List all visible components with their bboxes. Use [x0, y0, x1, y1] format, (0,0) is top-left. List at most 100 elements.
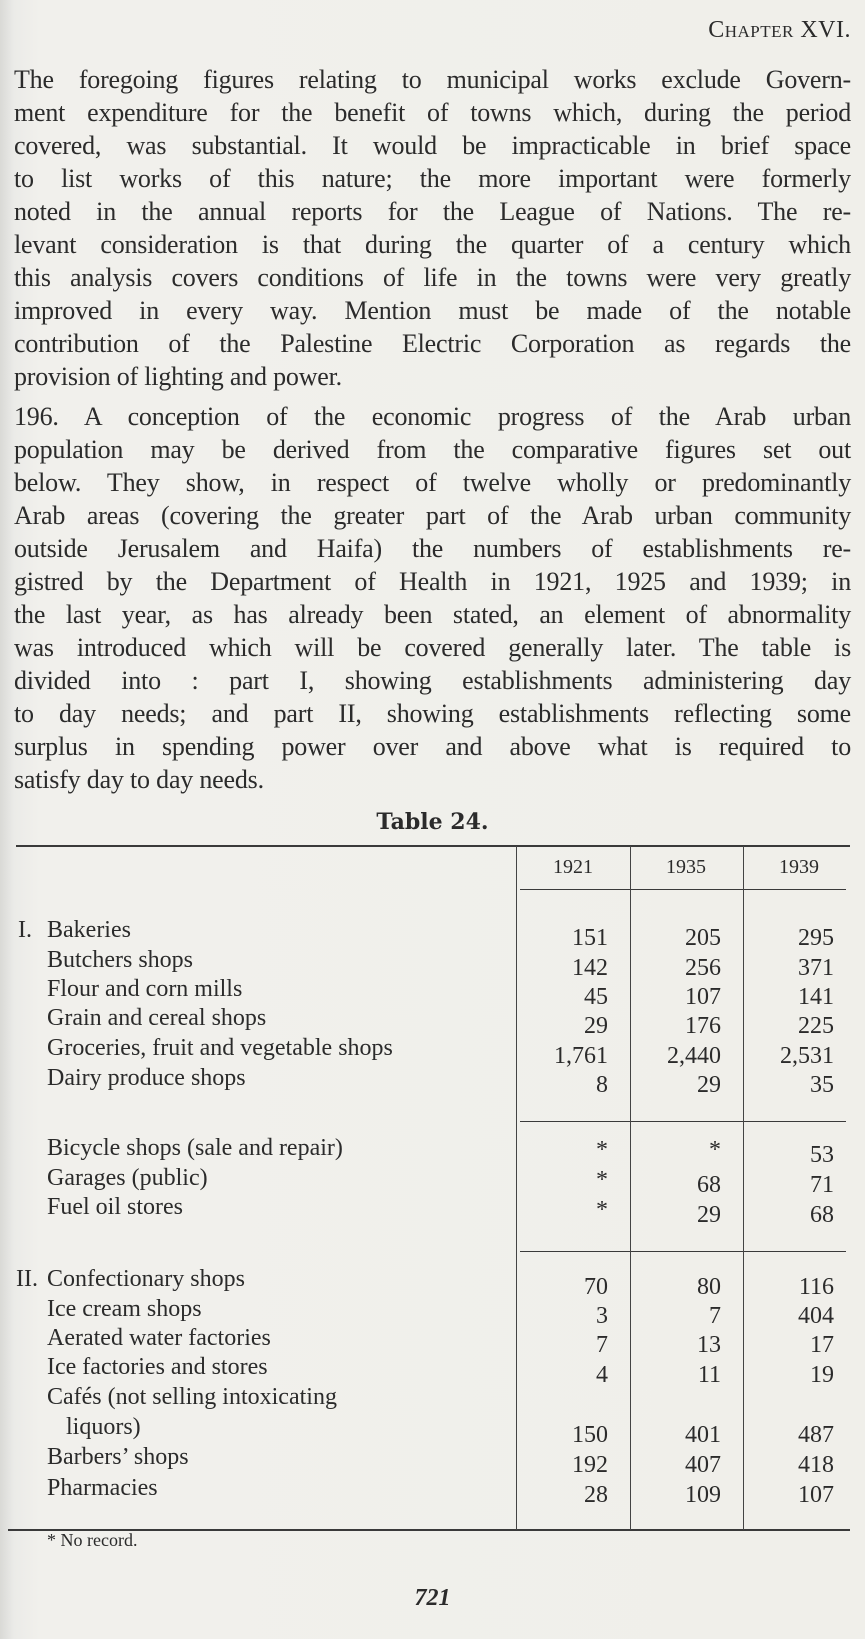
cell-1921: 1,761 — [554, 1043, 608, 1069]
page-number: 721 — [414, 1585, 451, 1611]
cell-1939: 71 — [810, 1172, 834, 1198]
table-title: Table 24. — [376, 809, 489, 835]
cell-1939: 141 — [798, 984, 834, 1010]
row-label: Confectionary shops — [47, 1266, 245, 1292]
cell-1935: 68 — [697, 1172, 721, 1198]
cell-1921: 7 — [596, 1332, 608, 1358]
cell-1935: 2,440 — [667, 1043, 721, 1069]
text-line: Arab areas (covering the greater part of… — [14, 501, 851, 530]
cell-1939: 404 — [798, 1303, 834, 1329]
cell-1935: * — [709, 1137, 721, 1163]
row-label: Groceries, fruit and vegetable shops — [47, 1035, 393, 1061]
cell-1935: 107 — [685, 984, 721, 1010]
column-header-1921: 1921 — [553, 856, 593, 878]
cell-1921: 8 — [596, 1072, 608, 1098]
cell-1921: 70 — [584, 1274, 608, 1300]
column-divider — [743, 846, 744, 1530]
table-footnote: * No record. — [47, 1530, 138, 1550]
text-line: the last year, as has already been state… — [14, 600, 851, 629]
text-line: surplus in spending power over and above… — [14, 732, 851, 761]
chapter-heading: Chapter XVI. — [708, 17, 851, 43]
cell-1921: * — [596, 1137, 608, 1163]
text-line: to list works of this nature; the more i… — [14, 164, 851, 193]
row-label: Garages (public) — [47, 1165, 208, 1191]
cell-1921: 150 — [572, 1422, 608, 1448]
row-label: Bicycle shops (sale and repair) — [47, 1135, 343, 1161]
text-line: 196. A conception of the economic progre… — [14, 402, 851, 431]
row-label: Aerated water factories — [47, 1325, 271, 1351]
text-line: divided into : part I, showing establish… — [14, 666, 851, 695]
cell-1935: 29 — [697, 1202, 721, 1228]
column-divider — [630, 846, 631, 1530]
row-label: Grain and cereal shops — [47, 1005, 267, 1031]
cell-1935: 11 — [697, 1362, 721, 1388]
section-rule — [520, 1251, 846, 1252]
column-divider — [516, 846, 517, 1530]
cell-1939: 35 — [810, 1072, 834, 1098]
cell-1921: * — [596, 1197, 608, 1223]
text-line: The foregoing figures relating to munici… — [14, 65, 851, 94]
cell-1939: 107 — [798, 1482, 834, 1508]
text-line: population may be derived from the compa… — [14, 435, 851, 464]
column-header-1939: 1939 — [779, 856, 819, 878]
cell-1939: 371 — [798, 955, 834, 981]
cell-1935: 401 — [685, 1422, 721, 1448]
cell-1939: 17 — [810, 1332, 834, 1358]
cell-1921: 3 — [596, 1303, 608, 1329]
cell-1921: * — [596, 1167, 608, 1193]
text-line: contribution of the Palestine Electric C… — [14, 329, 851, 358]
header-rule — [520, 889, 846, 890]
cell-1939: 295 — [798, 925, 834, 951]
cell-1921: 28 — [584, 1482, 608, 1508]
cell-1921: 151 — [572, 925, 608, 951]
text-line: gistred by the Department of Health in 1… — [14, 567, 851, 596]
table-top-rule — [16, 845, 850, 847]
row-label: Pharmacies — [47, 1475, 158, 1501]
text-line: outside Jerusalem and Haifa) the numbers… — [14, 534, 851, 563]
table-bottom-rule — [8, 1529, 850, 1531]
cell-1935: 205 — [685, 925, 721, 951]
row-label: Barbers’ shops — [47, 1444, 189, 1470]
row-label: Bakeries — [47, 917, 131, 943]
row-label: Cafés (not selling intoxicating — [47, 1384, 337, 1410]
cell-1935: 7 — [709, 1303, 721, 1329]
text-line: this analysis covers conditions of life … — [14, 263, 851, 292]
cell-1939: 418 — [798, 1452, 834, 1478]
cell-1939: 487 — [798, 1422, 834, 1448]
column-header-1935: 1935 — [666, 856, 706, 878]
cell-1935: 256 — [685, 955, 721, 981]
row-label-continued: liquors) — [66, 1414, 141, 1440]
text-line: satisfy day to day needs. — [14, 765, 264, 794]
section-numeral: II. — [16, 1266, 38, 1292]
text-line: improved in every way. Mention must be m… — [14, 296, 851, 325]
row-label: Dairy produce shops — [47, 1065, 246, 1091]
cell-1921: 142 — [572, 955, 608, 981]
cell-1921: 4 — [596, 1362, 608, 1388]
cell-1939: 225 — [798, 1013, 834, 1039]
text-line: to day needs; and part II, showing estab… — [14, 699, 851, 728]
cell-1921: 29 — [584, 1013, 608, 1039]
row-label: Ice cream shops — [47, 1296, 202, 1322]
text-line: noted in the annual reports for the Leag… — [14, 197, 851, 226]
cell-1921: 45 — [584, 984, 608, 1010]
text-line: below. They show, in respect of twelve w… — [14, 468, 851, 497]
text-line: ment expenditure for the benefit of town… — [14, 98, 851, 127]
cell-1935: 407 — [685, 1452, 721, 1478]
row-label: Fuel oil stores — [47, 1194, 183, 1220]
cell-1921: 192 — [572, 1452, 608, 1478]
cell-1939: 19 — [810, 1362, 834, 1388]
cell-1935: 109 — [685, 1482, 721, 1508]
section-numeral: I. — [18, 917, 32, 943]
section-rule — [520, 1121, 846, 1122]
cell-1935: 176 — [685, 1013, 721, 1039]
cell-1939: 68 — [810, 1202, 834, 1228]
cell-1939: 53 — [810, 1142, 834, 1168]
row-label: Butchers shops — [47, 947, 193, 973]
text-line: was introduced which will be covered gen… — [14, 633, 851, 662]
text-line: levant consideration is that during the … — [14, 230, 851, 259]
cell-1939: 116 — [798, 1274, 834, 1300]
text-line: covered, was substantial. It would be im… — [14, 131, 851, 160]
cell-1939: 2,531 — [780, 1043, 834, 1069]
cell-1935: 13 — [697, 1332, 721, 1358]
cell-1935: 29 — [697, 1072, 721, 1098]
